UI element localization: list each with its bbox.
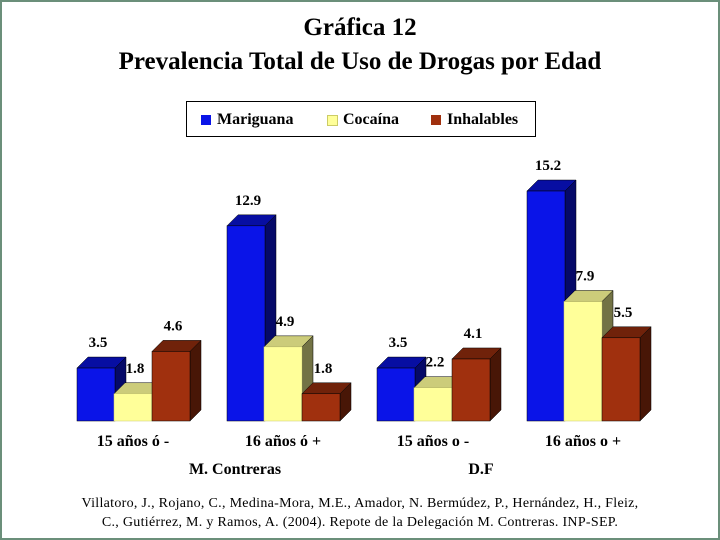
data-label-3-3: 4.1 [464,326,483,342]
category-label-3: 15 años o - [396,433,470,450]
data-label-1-3: 3.5 [389,335,408,351]
bar-3-4 [601,326,652,422]
bar-3-3 [451,347,502,422]
data-label-1-2: 12.9 [235,193,261,209]
legend-label-cocaina: Cocaína [343,111,399,128]
legend-label-mariguana: Mariguana [217,111,294,128]
data-label-2-3: 2.2 [426,355,445,371]
data-label-2-4: 7.9 [576,268,595,284]
citation-line-1: Villatoro, J., Rojano, C., Medina-Mora, … [81,496,639,511]
legend-swatch-inhalables [431,115,441,125]
group-label-df: D.F [468,461,494,478]
legend-swatch-cocaina [327,115,338,126]
data-label-2-2: 4.9 [276,314,295,330]
citation-line-2: C., Gutiérrez, M. y Ramos, A. (2004). Re… [101,515,619,530]
bar-3-2 [301,382,352,422]
group-label-m-contreras: M. Contreras [188,461,282,478]
category-label-2: 16 años ó + [244,433,322,450]
bar-3-1 [151,339,202,422]
bar-2-2 [263,335,314,422]
chart-title: Gráfica 12 [303,14,417,41]
data-label-3-1: 4.6 [164,318,183,334]
legend-swatch-mariguana [201,115,211,125]
category-label-4: 16 años o + [544,433,622,450]
legend-label-inhalables: Inhalables [447,111,519,128]
data-label-1-1: 3.5 [89,335,108,351]
category-label-1: 15 años ó - [96,433,170,450]
data-label-2-1: 1.8 [126,361,145,377]
data-label-3-4: 5.5 [614,305,633,321]
data-label-3-2: 1.8 [314,361,333,377]
data-label-1-4: 15.2 [535,158,561,174]
chart-legend: Mariguana Cocaína Inhalables [186,101,536,137]
chart-subtitle: Prevalencia Total de Uso de Drogas por E… [118,48,602,75]
